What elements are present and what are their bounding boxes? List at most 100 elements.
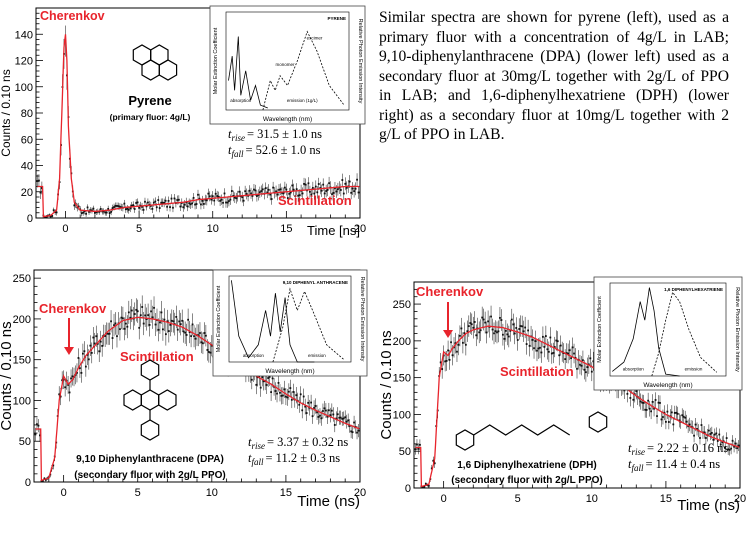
data-point bbox=[319, 414, 321, 417]
data-point bbox=[573, 352, 575, 355]
data-point bbox=[92, 207, 95, 210]
chart-pyrene: 0 5 10 15 20 0 20 40 60 80 100 120 140 Time [ns] Count… bbox=[0, 5, 366, 238]
data-point bbox=[96, 342, 99, 345]
benzene-ring bbox=[141, 59, 160, 81]
data-point bbox=[421, 486, 424, 489]
data-point bbox=[99, 340, 102, 343]
data-point bbox=[289, 191, 292, 194]
data-point bbox=[160, 311, 163, 314]
data-point bbox=[142, 208, 145, 211]
data-point bbox=[274, 390, 277, 392]
t-rise-label: trise = 31.5 ± 1.0 ns bbox=[228, 127, 322, 143]
data-point bbox=[228, 200, 230, 202]
data-point bbox=[116, 335, 118, 338]
x-tick-label: 0 bbox=[441, 493, 447, 505]
molecule-structure bbox=[132, 44, 178, 81]
data-point bbox=[512, 323, 515, 326]
data-point bbox=[278, 188, 280, 191]
y-tick-label: 80 bbox=[21, 108, 33, 120]
inset-spectrum: PYRENE Wavelength (nm) Molar Extinction Co… bbox=[209, 5, 366, 125]
data-point bbox=[329, 414, 332, 417]
data-point bbox=[179, 205, 182, 208]
data-point bbox=[540, 351, 543, 354]
data-point bbox=[279, 188, 282, 191]
data-point bbox=[117, 205, 120, 208]
data-point bbox=[332, 192, 335, 194]
data-point bbox=[464, 343, 467, 346]
data-point bbox=[40, 187, 43, 189]
data-point bbox=[285, 188, 288, 191]
data-point bbox=[207, 192, 210, 195]
data-point bbox=[307, 401, 310, 404]
compound-name: 1,6 Diphenylhexatriene (DPH) bbox=[457, 460, 596, 471]
data-point bbox=[482, 318, 485, 321]
inset-curve-label: absorption bbox=[230, 98, 252, 103]
t-rise-label: trise = 3.37 ± 0.32 ns bbox=[248, 435, 348, 451]
data-point bbox=[95, 211, 98, 213]
data-point bbox=[139, 314, 142, 317]
data-point bbox=[466, 330, 469, 333]
data-point bbox=[334, 187, 336, 190]
data-point bbox=[414, 448, 417, 451]
data-point bbox=[286, 197, 289, 199]
data-point bbox=[647, 399, 650, 402]
data-point bbox=[519, 325, 522, 327]
data-point bbox=[314, 185, 317, 188]
cherenkov-arrowhead bbox=[64, 347, 74, 355]
data-point bbox=[353, 190, 356, 193]
data-point bbox=[325, 190, 328, 192]
data-point bbox=[177, 198, 180, 201]
data-point bbox=[43, 216, 46, 219]
data-point bbox=[271, 377, 274, 380]
anthracene-ring bbox=[158, 389, 177, 411]
data-point bbox=[528, 344, 531, 347]
data-point bbox=[150, 310, 152, 313]
data-point bbox=[264, 187, 267, 190]
data-point bbox=[186, 205, 189, 208]
inset-plot-frame bbox=[225, 11, 350, 111]
data-point bbox=[645, 409, 648, 411]
compound-name: Pyrene bbox=[128, 93, 171, 108]
data-point bbox=[211, 195, 214, 198]
data-point bbox=[322, 410, 324, 412]
data-point bbox=[712, 438, 715, 441]
data-point bbox=[130, 309, 133, 312]
data-point bbox=[129, 316, 132, 319]
data-point bbox=[73, 204, 76, 207]
t-rise-value: = 3.37 ± 0.32 ns bbox=[267, 435, 348, 449]
data-point bbox=[202, 342, 204, 345]
data-point bbox=[341, 417, 344, 420]
data-point bbox=[310, 193, 313, 196]
data-point bbox=[59, 395, 62, 398]
data-point bbox=[454, 342, 457, 345]
data-point bbox=[151, 207, 154, 210]
data-point bbox=[494, 330, 497, 333]
t-fall-value: = 11.4 ± 0.4 ns bbox=[646, 457, 721, 471]
data-point bbox=[265, 384, 268, 386]
data-point bbox=[330, 409, 333, 412]
data-point bbox=[570, 357, 572, 360]
data-point bbox=[111, 337, 114, 339]
data-point bbox=[472, 326, 475, 329]
inset-curve-label: absorption bbox=[243, 353, 265, 358]
data-point bbox=[580, 364, 583, 367]
data-point bbox=[676, 412, 679, 415]
data-point bbox=[589, 357, 592, 360]
data-point bbox=[470, 323, 473, 326]
data-point bbox=[654, 399, 657, 401]
data-point bbox=[138, 206, 140, 209]
data-point bbox=[586, 366, 589, 369]
data-point bbox=[130, 204, 133, 207]
data-point bbox=[147, 314, 149, 317]
data-point bbox=[55, 211, 58, 214]
data-point bbox=[727, 448, 730, 451]
data-point bbox=[105, 211, 108, 214]
data-point bbox=[172, 320, 175, 323]
data-point bbox=[120, 206, 123, 209]
data-point bbox=[534, 340, 537, 342]
data-point bbox=[70, 377, 72, 380]
data-point bbox=[667, 421, 670, 423]
data-point bbox=[301, 192, 304, 195]
